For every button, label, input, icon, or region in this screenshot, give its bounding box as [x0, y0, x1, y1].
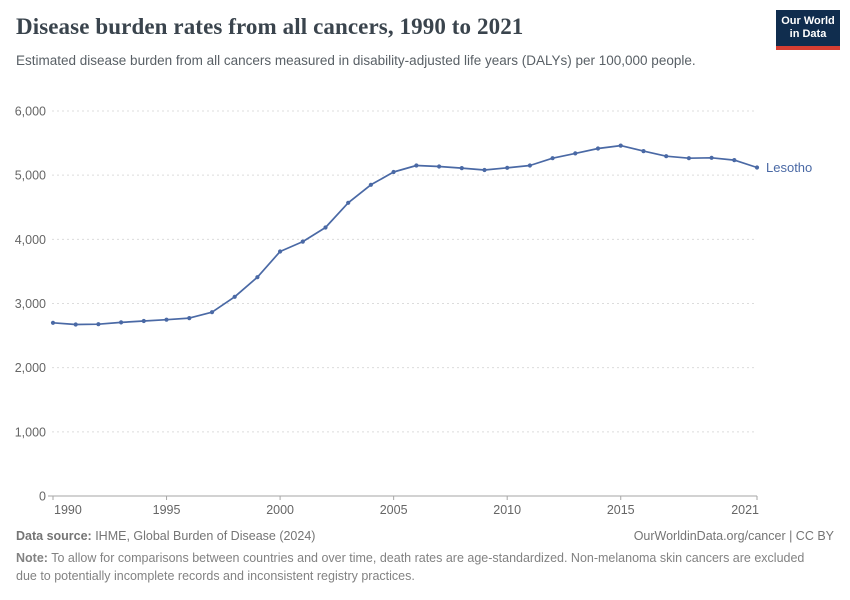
page-title: Disease burden rates from all cancers, 1…	[16, 14, 524, 39]
note-label: Note:	[16, 551, 48, 565]
line-chart: 0 1,000 2,000 3,000 4,000 5,000 6,000 1990 1995 2…	[15, 105, 813, 518]
chart-header: Disease burden rates from all cancers, 1…	[16, 10, 840, 70]
owid-logo-line1: Our World	[781, 15, 835, 27]
data-source-text: IHME, Global Burden of Disease (2024)	[91, 529, 316, 543]
series-point[interactable]	[232, 294, 237, 299]
series-point[interactable]	[323, 225, 328, 230]
y-tick-label: 4,000	[15, 233, 46, 247]
series-point[interactable]	[278, 249, 283, 254]
series-point[interactable]	[414, 163, 419, 168]
series-point[interactable]	[346, 200, 351, 205]
series-point[interactable]	[754, 165, 760, 170]
series-point[interactable]	[482, 167, 487, 173]
x-tick-label: 2010	[493, 503, 521, 517]
y-tick-label: 2,000	[15, 361, 46, 375]
y-tick-label: 0	[39, 490, 46, 504]
series-point[interactable]	[119, 320, 124, 325]
series-point[interactable]	[255, 275, 260, 280]
owid-logo-line2: in Data	[789, 28, 827, 41]
series-point[interactable]	[709, 155, 714, 160]
series-point[interactable]	[50, 320, 56, 325]
series-point[interactable]	[437, 164, 442, 169]
series-point[interactable]	[595, 146, 601, 151]
y-tick-label: 6,000	[15, 105, 46, 119]
series-point[interactable]	[732, 158, 737, 163]
series-point[interactable]	[209, 310, 215, 315]
x-tick-label: 2000	[266, 503, 294, 517]
series-point[interactable]	[164, 317, 169, 322]
series-point[interactable]	[187, 316, 192, 321]
x-tick-label: 2015	[607, 503, 635, 517]
x-tick-label: 1995	[153, 503, 181, 517]
series-point[interactable]	[550, 156, 555, 161]
data-source-label: Data source:	[16, 529, 92, 543]
y-tick-label: 5,000	[15, 169, 46, 183]
series-point[interactable]	[300, 239, 305, 244]
license-link[interactable]: OurWorldinData.org/cancer | CC BY	[633, 529, 834, 543]
x-tick-label: 1990	[54, 503, 82, 517]
series-point[interactable]	[141, 318, 146, 324]
series-point[interactable]	[391, 169, 396, 175]
series-point[interactable]	[618, 143, 623, 148]
series-point[interactable]	[505, 165, 510, 170]
series-point[interactable]	[368, 182, 373, 187]
owid-logo: Our World in Data	[776, 10, 840, 50]
series-point[interactable]	[527, 163, 533, 168]
series-point[interactable]	[459, 166, 464, 171]
data-source: Data source: IHME, Global Burden of Dise…	[16, 529, 315, 543]
x-tick-label: 2005	[380, 503, 408, 517]
series-label[interactable]: Lesotho	[766, 160, 812, 175]
series-line[interactable]	[52, 144, 758, 326]
note-text: To allow for comparisons between countri…	[16, 551, 805, 583]
y-tick-label: 3,000	[15, 297, 46, 311]
series-point[interactable]	[641, 149, 646, 154]
series-point[interactable]	[573, 151, 578, 156]
chart-footer: Data source: IHME, Global Burden of Dise…	[16, 529, 834, 586]
x-tick-label: 2021	[731, 503, 759, 517]
series-point[interactable]	[664, 154, 669, 159]
series-point[interactable]	[73, 322, 78, 327]
series-point[interactable]	[96, 322, 101, 327]
chart-subtitle: Estimated disease burden from all cancer…	[16, 52, 696, 68]
series-point[interactable]	[686, 156, 692, 161]
y-tick-label: 1,000	[15, 425, 46, 439]
chart-note: Note: To allow for comparisons between c…	[16, 550, 806, 586]
